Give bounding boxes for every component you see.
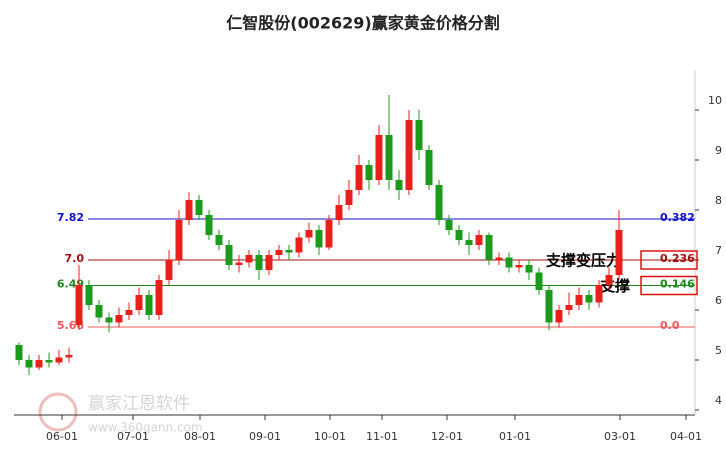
candle-body	[415, 120, 423, 150]
level-ratio: 0.146	[660, 278, 695, 291]
y-tick-label: 6	[715, 294, 722, 307]
candle-body	[525, 265, 533, 273]
highlight-box	[640, 275, 698, 296]
candle-body	[215, 235, 223, 245]
candle-body	[265, 255, 273, 270]
x-tick-label: 03-01	[604, 430, 636, 443]
candle-body	[65, 355, 73, 358]
candle-body	[125, 310, 133, 315]
candle-body	[595, 285, 603, 303]
watermark-text: 赢家江恩软件	[88, 394, 190, 414]
candle-body	[615, 230, 623, 275]
annotation: 支撑	[599, 277, 630, 295]
candle-body	[25, 360, 33, 368]
candle-body	[255, 255, 263, 270]
candle-body	[15, 345, 23, 360]
candle-body	[405, 120, 413, 190]
candle-body	[565, 305, 573, 310]
candle-body	[485, 235, 493, 260]
x-tick-label: 04-01	[670, 430, 702, 443]
candle-body	[45, 360, 53, 363]
candle-body	[355, 165, 363, 190]
candle-body	[425, 150, 433, 185]
candle-body	[305, 230, 313, 238]
y-tick-label: 7	[715, 244, 722, 257]
candle-body	[365, 165, 373, 180]
candle-body	[105, 317, 113, 323]
candle-body	[475, 235, 483, 245]
candle-body	[115, 315, 123, 323]
watermark-url: www.360gann.com	[88, 421, 203, 435]
x-tick-label: 01-01	[499, 430, 531, 443]
candle-body	[315, 230, 323, 248]
candle-body	[175, 220, 183, 260]
candle-body	[225, 245, 233, 265]
candle-body	[185, 200, 193, 220]
candle-body	[245, 255, 253, 263]
chart-title: 仁智股份(002629)赢家黄金价格分割	[226, 14, 499, 33]
level-ratio: 0.0	[660, 319, 680, 332]
candle-body	[275, 250, 283, 255]
candle-body	[325, 220, 333, 248]
x-tick-label: 08-01	[184, 430, 216, 443]
x-tick-label: 12-01	[431, 430, 463, 443]
candle-body	[75, 285, 83, 325]
candle-body	[235, 262, 243, 265]
candle-body	[375, 135, 383, 180]
level-ratio: 0.236	[660, 252, 695, 265]
candle-body	[195, 200, 203, 215]
candle-body	[515, 265, 523, 268]
candle-body	[295, 237, 303, 253]
candle-body	[145, 295, 153, 315]
y-tick-label: 5	[715, 344, 722, 357]
candle-body	[535, 272, 543, 290]
watermark: 赢家江恩软件 www.360gann.com	[38, 392, 203, 435]
x-tick-label: 10-01	[314, 430, 346, 443]
x-tick-label: 09-01	[249, 430, 281, 443]
candle-body	[165, 260, 173, 280]
candle-body	[605, 275, 613, 285]
candle-body	[465, 240, 473, 245]
y-tick-label: 9	[715, 144, 722, 157]
y-tick-label: 4	[715, 394, 722, 407]
candle-body	[555, 310, 563, 323]
candle-body	[585, 295, 593, 303]
y-tick-label: 10	[708, 94, 722, 107]
candle-body	[545, 290, 553, 323]
watermark-logo	[38, 392, 78, 432]
candle-body	[55, 357, 63, 363]
candle-body	[155, 280, 163, 315]
annotation: 支撑变压力	[545, 252, 621, 270]
candle-body	[345, 190, 353, 205]
candle-body	[85, 285, 93, 305]
candle-body	[385, 135, 393, 180]
highlight-box	[640, 250, 698, 270]
candle-body	[395, 180, 403, 190]
candle-body	[35, 360, 43, 368]
x-tick-label: 06-01	[46, 430, 78, 443]
candle-body	[445, 220, 453, 230]
candle-body	[435, 185, 443, 220]
candle-body	[205, 215, 213, 235]
candle-body	[505, 257, 513, 268]
y-tick-label: 8	[715, 194, 722, 207]
candle-body	[285, 250, 293, 253]
x-tick-label: 07-01	[117, 430, 149, 443]
x-tick-label: 11-01	[366, 430, 398, 443]
level-ratio: 0.382	[660, 211, 695, 224]
level-label: 7.0	[65, 252, 85, 265]
level-label: 7.82	[57, 211, 84, 224]
candle-body	[455, 230, 463, 240]
candle-body	[95, 305, 103, 318]
candle-body	[335, 205, 343, 220]
candle-body	[135, 295, 143, 310]
candle-body	[495, 257, 503, 260]
candle-body	[575, 295, 583, 305]
